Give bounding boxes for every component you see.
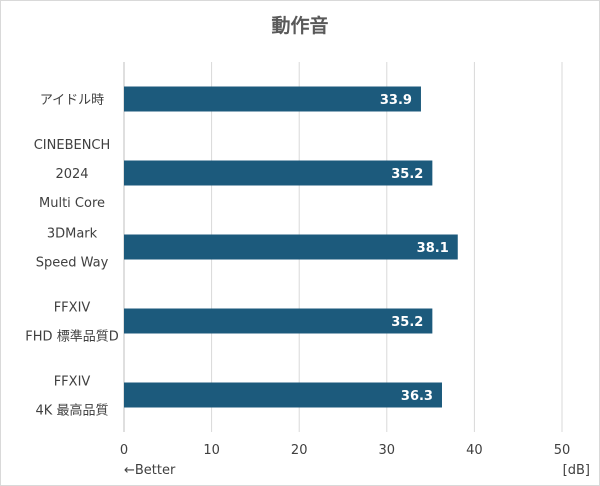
bars: 33.9 35.2 38.1 35.2 36.3 [124,86,458,408]
category-labels: アイドル時 CINEBENCH 2024 Multi Core 3DMark Speed … [25,93,118,419]
better-note: ←Better [124,463,176,478]
chart-title: 動作音 [271,14,328,37]
x-tick-label: 0 [120,443,128,458]
category-label: FFXIV [54,301,91,316]
category-label: 3DMark [47,227,98,242]
category-label: Speed Way [36,256,109,271]
bar [124,308,433,334]
category-label: CINEBENCH [34,138,111,153]
x-tick-labels: 0 10 20 30 40 50 [120,443,570,458]
x-tick-label: 20 [291,443,308,458]
bar-value-label: 35.2 [391,315,423,330]
category-label: FFXIV [54,375,91,390]
bar [124,86,421,112]
category-label: 2024 [55,167,88,182]
x-tick-label: 50 [554,443,571,458]
category-label: FHD 標準品質D [25,329,118,345]
bar-value-label: 36.3 [401,389,433,404]
category-label: 4K 最高品質 [36,403,109,419]
category-label: Multi Core [39,196,105,211]
grid-lines [123,62,563,432]
x-tick-label: 10 [203,443,220,458]
category-label: アイドル時 [40,93,104,108]
bar-value-label: 33.9 [380,93,412,108]
bar-value-label: 38.1 [417,241,449,256]
unit-label: [dB] [563,463,590,478]
bar [124,234,458,260]
x-tick-label: 30 [379,443,396,458]
bar [124,160,433,186]
x-tick-label: 40 [466,443,483,458]
bar [124,382,442,408]
bar-value-label: 35.2 [391,167,423,182]
